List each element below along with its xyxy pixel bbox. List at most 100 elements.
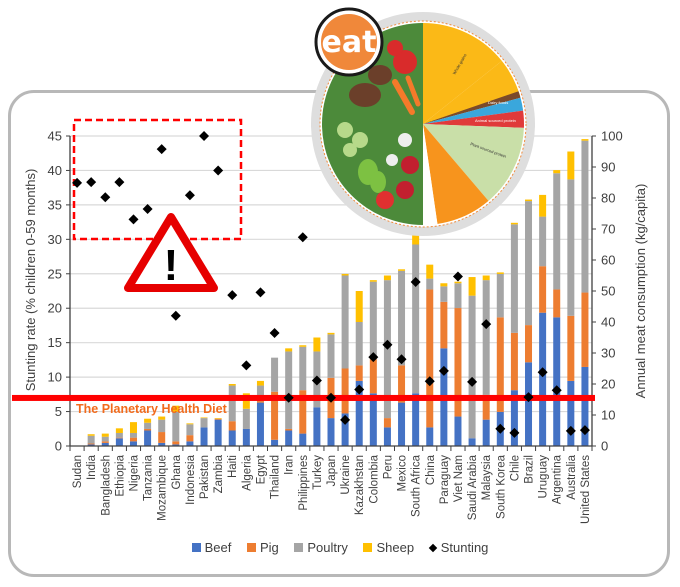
bar-beef-bangladesh [101, 442, 109, 446]
bar-beef-peru [383, 427, 391, 446]
bar-poultry-south-africa [412, 244, 420, 394]
bar-poultry-malaysia [482, 280, 490, 395]
legend-poultry-label: Poultry [307, 540, 348, 555]
bar-beef-south-africa [412, 393, 420, 446]
bar-beef-chile [510, 390, 518, 446]
bar-beef-japan [327, 418, 335, 446]
x-tick-label: India [86, 454, 98, 480]
bar-poultry-japan [327, 334, 335, 378]
stunting-point-malaysia [481, 319, 492, 330]
bar-sheep-japan [327, 332, 335, 335]
bar-sheep-egypt [256, 380, 264, 386]
stunting-point-uruguay [537, 367, 548, 378]
bar-sheep-mexico [398, 269, 406, 271]
x-tick-label: Indonesia [185, 454, 197, 504]
stunting-point-south-africa [410, 277, 421, 288]
x-tick-label: Viet Nam [453, 455, 465, 502]
x-tick-label: Kazakhstan [354, 455, 366, 515]
bar-beef-china [426, 427, 434, 446]
bar-beef-colombia [369, 393, 377, 446]
y-tick-label: 0 [55, 439, 62, 454]
bar-poultry-philippines [299, 346, 307, 391]
legend-poultry: Poultry [294, 540, 348, 555]
x-tick-label: Thailand [270, 455, 282, 499]
category-labels: Sudan India Bangladesh Ethiopia Nigeria Tanza… [72, 454, 592, 524]
bar-poultry-china [426, 278, 434, 290]
x-tick-label: Malaysia [481, 454, 493, 500]
legend-pig: Pig [246, 540, 279, 555]
bar-sheep-indonesia [186, 423, 194, 425]
stunting-point-chile [509, 427, 520, 438]
bar-sheep-philippines [299, 345, 307, 347]
bar-sheep-haiti [228, 384, 236, 386]
stunting-point-nigeria [128, 214, 139, 225]
bar-sheep-viet-nam [454, 281, 462, 284]
poultry-swatch-icon [294, 543, 304, 552]
y2-tick-label: 40 [601, 315, 615, 330]
bar-poultry-viet-nam [454, 283, 462, 309]
sheep-swatch-icon [363, 543, 373, 552]
bar-poultry-argentina [553, 173, 561, 290]
x-tick-label: South Africa [411, 454, 423, 517]
chart-legend: Beef Pig Poultry Sheep Stunting [0, 540, 680, 555]
bar-sheep-brazil [525, 199, 533, 202]
stunting-point-thailand [269, 328, 280, 339]
x-tick-label: Pakistan [199, 455, 211, 499]
y2-tick-label: 90 [601, 160, 615, 175]
warning-sign-icon: ! [124, 213, 218, 292]
wheel-label-animal-protein: Animal sourced protein [475, 118, 516, 123]
bar-pig-uruguay [539, 266, 547, 313]
bar-sheep-uruguay [539, 194, 547, 217]
bar-sheep-australia [567, 151, 575, 180]
bar-pig-india [87, 443, 95, 445]
bar-beef-saudi-arabia [468, 438, 476, 446]
bar-beef-ukraine [341, 413, 349, 446]
y2-tick-label: 20 [601, 377, 615, 392]
stunting-point-bangladesh [100, 192, 111, 203]
x-tick-label: Tanzania [143, 454, 155, 501]
legend-sheep-label: Sheep [376, 540, 415, 555]
bar-sheep-mozambique [158, 416, 166, 420]
bar-sheep-india [87, 434, 95, 436]
stunting-point-iran [283, 392, 294, 403]
bar-poultry-haiti [228, 385, 236, 422]
bar-beef-ghana [172, 444, 180, 446]
high-stunting-highlight-box [72, 118, 243, 241]
stunting-point-australia [565, 425, 576, 436]
x-tick-label: Japan [326, 455, 338, 486]
bar-beef-viet-nam [454, 416, 462, 446]
stunting-point-pakistan [199, 131, 210, 141]
bar-sheep-nigeria [129, 422, 137, 433]
bar-poultry-united-states [581, 140, 589, 293]
x-tick-label: Uruguay [538, 455, 550, 499]
y-tick-label: 10 [48, 370, 62, 385]
bar-beef-india [87, 444, 95, 446]
stunting-point-egypt [255, 287, 266, 298]
x-tick-label: China [425, 454, 437, 485]
bar-poultry-south-korea [496, 273, 504, 318]
bar-poultry-algeria [242, 408, 250, 429]
bar-pig-australia [567, 315, 575, 381]
legend-stunting: Stunting [428, 540, 488, 555]
bar-sheep-ukraine [341, 273, 349, 276]
bar-pig-tanzania [144, 428, 152, 431]
x-tick-label: Haiti [227, 455, 239, 478]
bar-sheep-ethiopia [115, 428, 123, 433]
x-tick-label: Iran [284, 455, 296, 475]
bar-pig-china [426, 289, 434, 428]
bar-beef-nigeria [129, 441, 137, 446]
bar-sheep-iran [285, 348, 293, 352]
bar-pig-united-states [581, 292, 589, 367]
bar-pig-chile [510, 332, 518, 391]
y2-tick-label: 60 [601, 253, 615, 268]
stunting-point-turkey [311, 375, 322, 386]
y-tick-label: 30 [48, 232, 62, 247]
bar-pig-colombia [369, 359, 377, 394]
bar-sheep-argentina [553, 170, 561, 174]
bar-poultry-pakistan [200, 418, 208, 428]
x-tick-label: Algeria [241, 454, 253, 490]
bar-pig-ethiopia [115, 437, 123, 439]
x-tick-label: Bangladesh [100, 455, 112, 516]
bar-poultry-uruguay [539, 216, 547, 267]
stunting-point-mozambique [156, 144, 167, 155]
